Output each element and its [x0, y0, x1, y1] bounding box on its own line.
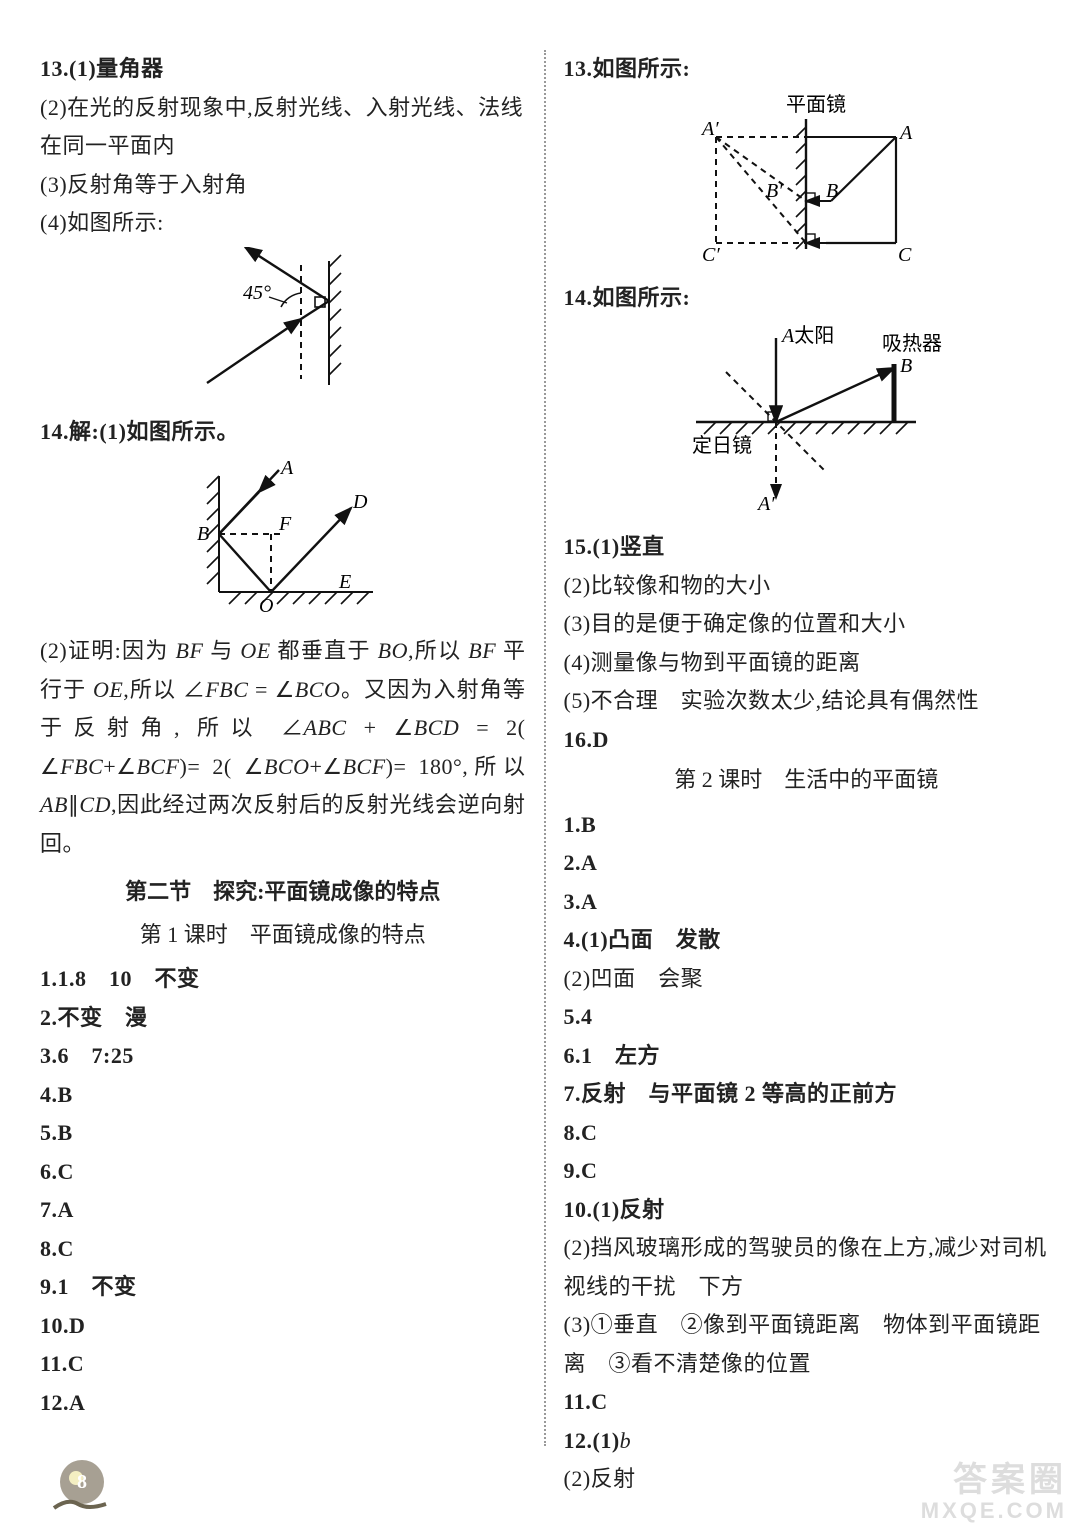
b8: 8.C	[564, 1114, 1050, 1153]
r13: 13.如图所示:	[564, 50, 1050, 89]
r16: 16.D	[564, 721, 1050, 760]
svg-text:D: D	[352, 491, 368, 513]
b10c: (3)①垂直 ②像到平面镜距离 物体到平面镜距离 ③看不清楚像的位置	[564, 1306, 1050, 1383]
figure-13-left: 45°	[40, 247, 526, 410]
svg-text:A′: A′	[756, 493, 775, 512]
svg-text:A: A	[279, 457, 294, 479]
svg-text:A′: A′	[700, 118, 719, 140]
q13-2: (2)在光的反射现象中,反射光线、入射光线、法线在同一平面内	[40, 89, 526, 166]
b9: 9.C	[564, 1152, 1050, 1191]
b11: 11.C	[564, 1383, 1050, 1422]
ans-12: 12.A	[40, 1384, 526, 1423]
svg-text:C′: C′	[702, 244, 720, 263]
ans-10: 10.D	[40, 1307, 526, 1346]
b12a: 12.(1)b	[564, 1422, 1050, 1461]
angle-45-label: 45°	[243, 282, 271, 304]
lesson-1-title: 第 1 课时 平面镜成像的特点	[40, 916, 526, 955]
b4b: (2)凹面 会聚	[564, 960, 1050, 999]
svg-text:O: O	[259, 595, 273, 616]
figure-13-right: 平面镜	[564, 93, 1050, 276]
ans-8: 8.C	[40, 1230, 526, 1269]
page-number-badge: 8	[48, 1454, 112, 1518]
svg-text:F: F	[278, 513, 292, 535]
b5: 5.4	[564, 998, 1050, 1037]
svg-text:8: 8	[77, 1471, 87, 1493]
svg-text:B′: B′	[766, 180, 783, 202]
figure-14-left: A B D E F O	[40, 456, 526, 629]
section-2-title: 第二节 探究:平面镜成像的特点	[40, 873, 526, 912]
watermark: 答案圈 MXQE.COM	[921, 1463, 1067, 1522]
ans-2: 2.不变 漫	[40, 999, 526, 1038]
b2: 2.A	[564, 844, 1050, 883]
b7: 7.反射 与平面镜 2 等高的正前方	[564, 1075, 1050, 1114]
b10b: (2)挡风玻璃形成的驾驶员的像在上方,减少对司机视线的干扰 下方	[564, 1229, 1050, 1306]
q14-proof: (2)证明:因为 BF 与 OE 都垂直于 BO,所以 BF 平行于 OE,所以…	[40, 632, 526, 863]
q14-1: 14.解:(1)如图所示。	[40, 413, 526, 452]
sun-label: A太阳	[780, 324, 834, 347]
svg-text:C: C	[898, 244, 912, 263]
svg-text:A: A	[898, 122, 913, 144]
q13-3: (3)反射角等于入射角	[40, 166, 526, 205]
svg-text:B: B	[197, 523, 209, 545]
b4a: 4.(1)凸面 发散	[564, 921, 1050, 960]
right-column: 13.如图所示: 平面镜	[564, 50, 1050, 1446]
ans-11: 11.C	[40, 1345, 526, 1384]
ans-6: 6.C	[40, 1153, 526, 1192]
ans-4: 4.B	[40, 1076, 526, 1115]
r15-5: (5)不合理 实验次数太少,结论具有偶然性	[564, 682, 1050, 721]
ans-5: 5.B	[40, 1114, 526, 1153]
b1: 1.B	[564, 806, 1050, 845]
ans-1: 1.1.8 10 不变	[40, 960, 526, 999]
r15-1: 15.(1)竖直	[564, 528, 1050, 567]
svg-text:平面镜: 平面镜	[786, 93, 846, 116]
svg-text:吸热器: 吸热器	[882, 332, 942, 355]
q13-1: 13.(1)量角器	[40, 50, 526, 89]
svg-text:定日镜: 定日镜	[692, 434, 752, 457]
column-divider	[544, 50, 546, 1446]
q13-4: (4)如图所示:	[40, 204, 526, 243]
svg-text:B: B	[826, 180, 838, 202]
watermark-line1: 答案圈	[921, 1463, 1067, 1499]
b6: 6.1 左方	[564, 1037, 1050, 1076]
b3: 3.A	[564, 883, 1050, 922]
ans-3: 3.6 7:25	[40, 1037, 526, 1076]
ans-9: 9.1 不变	[40, 1268, 526, 1307]
r15-2: (2)比较像和物的大小	[564, 567, 1050, 606]
ans-7: 7.A	[40, 1191, 526, 1230]
svg-text:B: B	[900, 355, 912, 377]
lesson-2-title: 第 2 课时 生活中的平面镜	[564, 761, 1050, 800]
watermark-line2: MXQE.COM	[921, 1499, 1067, 1522]
page: 13.(1)量角器 (2)在光的反射现象中,反射光线、入射光线、法线在同一平面内…	[0, 0, 1089, 1536]
left-column: 13.(1)量角器 (2)在光的反射现象中,反射光线、入射光线、法线在同一平面内…	[40, 50, 526, 1446]
svg-text:E: E	[338, 571, 351, 593]
figure-14-right: A太阳 吸热器 B 定日镜 A′	[564, 322, 1050, 525]
r15-4: (4)测量像与物到平面镜的距离	[564, 644, 1050, 683]
r15-3: (3)目的是便于确定像的位置和大小	[564, 605, 1050, 644]
b10a: 10.(1)反射	[564, 1191, 1050, 1230]
r14: 14.如图所示:	[564, 279, 1050, 318]
